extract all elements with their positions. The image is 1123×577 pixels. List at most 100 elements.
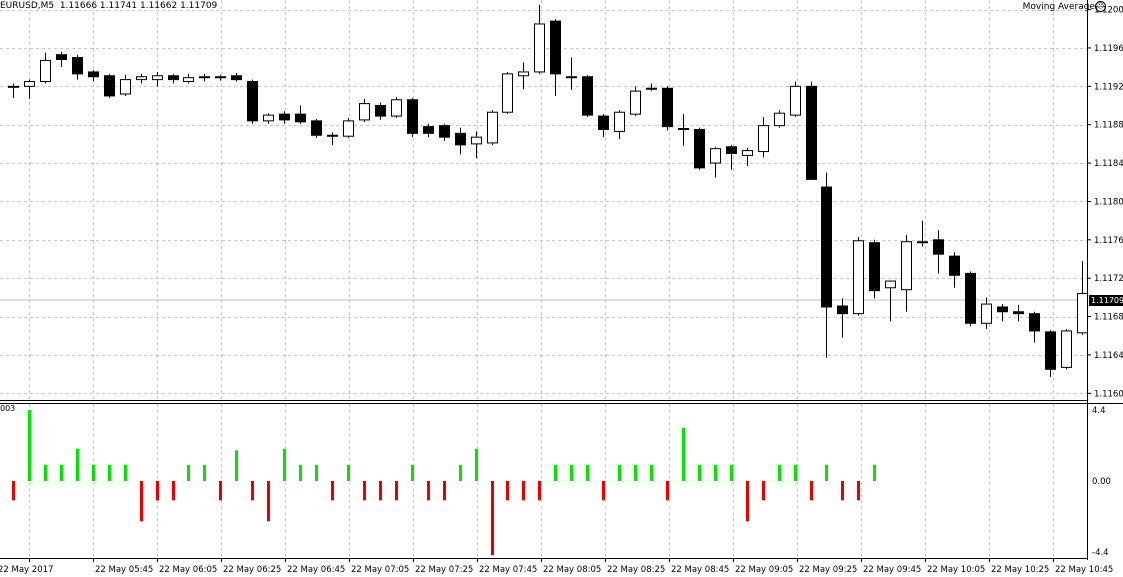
candle[interactable] — [407, 97, 418, 138]
histogram-bar — [746, 481, 749, 522]
candle[interactable] — [1077, 260, 1088, 335]
candle-body — [24, 81, 35, 87]
candle[interactable] — [295, 105, 306, 124]
candle[interactable] — [790, 81, 801, 118]
candle-body — [821, 186, 832, 308]
time-tick-label: 22 May 07:25 — [415, 565, 473, 575]
histogram-bar — [379, 481, 382, 501]
candle[interactable] — [901, 235, 912, 312]
candle[interactable] — [423, 123, 434, 138]
candle[interactable] — [327, 132, 338, 145]
candle[interactable] — [534, 4, 545, 74]
histogram-bar — [187, 464, 190, 481]
candle[interactable] — [614, 110, 625, 140]
candle[interactable] — [1061, 329, 1072, 370]
candle[interactable] — [965, 271, 976, 327]
candle[interactable] — [1013, 305, 1024, 322]
candle[interactable] — [550, 19, 561, 96]
candle[interactable] — [136, 73, 147, 84]
candle[interactable] — [869, 239, 880, 299]
candle[interactable] — [247, 79, 258, 124]
candle[interactable] — [742, 147, 753, 166]
candle[interactable] — [487, 110, 498, 145]
subwindow-value-label: 003 — [0, 404, 16, 413]
candle[interactable] — [56, 51, 67, 68]
candle-body — [104, 75, 115, 97]
histogram-bar — [395, 481, 398, 501]
candle-body — [630, 90, 641, 115]
candle[interactable] — [215, 74, 226, 81]
candles[interactable] — [8, 4, 1088, 377]
candle[interactable] — [662, 86, 673, 131]
histogram-bar — [522, 481, 525, 501]
candle[interactable] — [726, 144, 737, 170]
candle-body — [88, 71, 99, 78]
candle-body — [566, 76, 577, 79]
candle[interactable] — [806, 81, 817, 180]
candle[interactable] — [885, 280, 896, 322]
candle-body — [40, 59, 51, 83]
candle[interactable] — [917, 220, 928, 247]
candle[interactable] — [24, 79, 35, 99]
candle[interactable] — [502, 71, 513, 115]
candle[interactable] — [343, 117, 354, 139]
candle[interactable] — [263, 113, 274, 124]
candle-body — [598, 115, 609, 130]
candle[interactable] — [471, 131, 482, 159]
candle-body — [614, 111, 625, 132]
candle[interactable] — [72, 54, 83, 80]
candle[interactable] — [774, 110, 785, 128]
histogram-bar — [570, 464, 573, 481]
candle[interactable] — [646, 83, 657, 92]
candle[interactable] — [837, 298, 848, 338]
candle[interactable] — [279, 111, 290, 124]
candle[interactable] — [199, 73, 210, 82]
time-tick-label: 22 May 10:25 — [991, 565, 1049, 575]
histogram-bar — [427, 481, 430, 501]
candle[interactable] — [566, 57, 577, 91]
candle[interactable] — [152, 71, 163, 87]
candle[interactable] — [168, 73, 179, 84]
candle[interactable] — [582, 74, 593, 118]
candle[interactable] — [391, 96, 402, 118]
candle[interactable] — [933, 230, 944, 274]
candle[interactable] — [981, 297, 992, 330]
candle[interactable] — [821, 172, 832, 358]
close-circle-icon[interactable]: ☹ — [1095, 1, 1106, 12]
candle[interactable] — [183, 73, 194, 84]
indicator-histogram[interactable] — [12, 410, 876, 556]
candle[interactable] — [758, 117, 769, 158]
candle[interactable] — [88, 70, 99, 82]
candle[interactable] — [1029, 311, 1040, 343]
candle[interactable] — [710, 146, 721, 178]
candle[interactable] — [455, 127, 466, 155]
candle[interactable] — [518, 62, 529, 90]
candle[interactable] — [598, 114, 609, 138]
candle[interactable] — [853, 236, 864, 316]
histogram-bar — [251, 481, 254, 501]
candle[interactable] — [694, 127, 705, 170]
candle-body — [837, 305, 848, 315]
histogram-bar — [491, 481, 494, 556]
candle[interactable] — [40, 52, 51, 84]
candle[interactable] — [375, 102, 386, 120]
candle[interactable] — [311, 118, 322, 139]
candle[interactable] — [359, 98, 370, 122]
candle[interactable] — [104, 73, 115, 98]
candle-body — [790, 85, 801, 116]
candle[interactable] — [120, 74, 131, 96]
candle[interactable] — [678, 114, 689, 146]
candle[interactable] — [231, 72, 242, 82]
candle[interactable] — [439, 123, 450, 142]
histogram-bar — [283, 448, 286, 481]
candle[interactable] — [1045, 329, 1056, 377]
candle[interactable] — [8, 83, 19, 98]
histogram-bar — [44, 464, 47, 481]
candle[interactable] — [630, 86, 641, 117]
candle[interactable] — [997, 304, 1008, 322]
time-tick-label: 22 May 07:05 — [351, 565, 409, 575]
candle[interactable] — [949, 252, 960, 288]
candle-body — [391, 99, 402, 117]
histogram-bar — [634, 464, 637, 481]
